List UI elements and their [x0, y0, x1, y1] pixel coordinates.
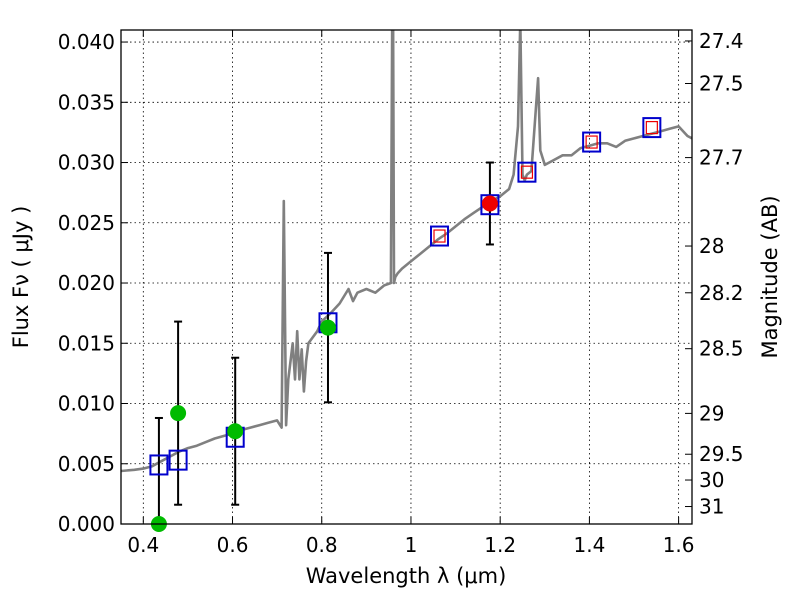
mag-tick-label: 27.4 [699, 29, 744, 53]
observed-point [319, 319, 336, 336]
x-axis-label: Wavelength λ (μm) [306, 564, 507, 588]
mag-tick-label: 30 [699, 468, 724, 492]
x-tick-label: 1.4 [573, 533, 605, 557]
x-tick-label: 0.4 [127, 533, 159, 557]
mag-tick-label: 27.5 [699, 71, 744, 95]
model-square [517, 161, 537, 183]
y-tick-label: 0.035 [58, 90, 115, 114]
mag-tick-label: 28.2 [699, 281, 744, 305]
model-square [582, 131, 602, 153]
y-tick-label: 0.010 [58, 392, 115, 416]
x-tick-label: 0.8 [306, 533, 338, 557]
mag-tick-label: 29 [699, 401, 724, 425]
mag-tick-label: 29.5 [699, 442, 744, 466]
y-tick-label: 0.030 [58, 151, 115, 175]
model-inner-square [433, 229, 446, 243]
observed-point [170, 405, 187, 422]
model-square [149, 454, 169, 476]
sed-line [121, 30, 692, 473]
plot-frame [120, 29, 693, 525]
tick-layer: 0.4 0.6 0.8 1 1.2 1.4 1.6 0.000 0.005 0.010 0.015 0… [58, 29, 744, 557]
marker-layer [149, 117, 662, 532]
x-tick-label: 1 [405, 533, 418, 557]
model-inner-square [645, 120, 658, 135]
model-inner-square [585, 135, 598, 149]
observed-point [227, 423, 244, 440]
x-tick-label: 0.6 [217, 533, 249, 557]
model-square [168, 449, 188, 471]
model-square [642, 117, 662, 139]
model-square [430, 225, 450, 247]
model-square [480, 194, 500, 216]
y-tick-label: 0.005 [58, 452, 115, 476]
mag-tick-label: 31 [699, 495, 724, 519]
sed-line-layer [121, 30, 692, 473]
y-tick-label: 0.000 [58, 512, 115, 536]
x-tick-label: 1.2 [484, 533, 516, 557]
grid-lines [121, 30, 692, 525]
observed-point [481, 195, 498, 212]
y-tick-label: 0.040 [58, 30, 115, 54]
mag-tick-label: 28 [699, 234, 724, 258]
mag-tick-label: 27.7 [699, 146, 744, 170]
y-tick-label: 0.015 [58, 331, 115, 355]
y2-axis-label: Magnitude (AB) [758, 195, 782, 358]
model-inner-square [520, 165, 534, 179]
x-tick-label: 1.6 [663, 533, 695, 557]
mag-tick-label: 28.5 [699, 337, 744, 361]
y-tick-label: 0.025 [58, 211, 115, 235]
y-axis-label: Flux Fν ( μJy ) [9, 206, 33, 349]
y-tick-label: 0.020 [58, 271, 115, 295]
